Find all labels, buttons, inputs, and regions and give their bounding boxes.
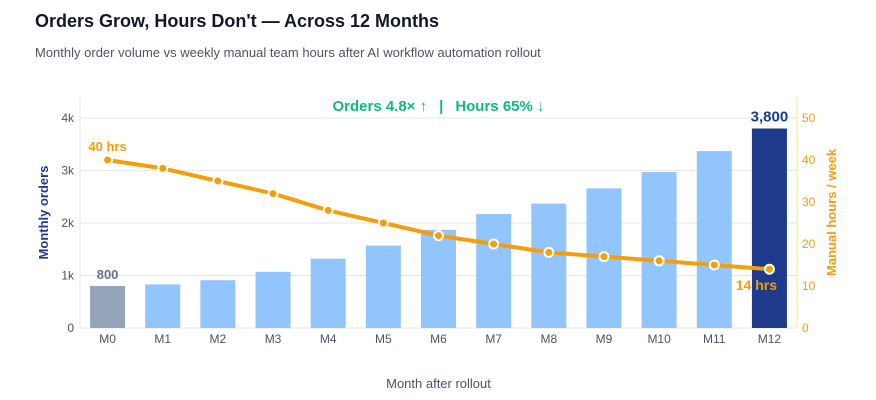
x-tick-label: M1 [154, 332, 171, 346]
y-tick-label: 3k [61, 164, 75, 178]
y-tick-label: 2k [61, 216, 75, 230]
bar [476, 214, 512, 328]
x-tick-label: M9 [596, 332, 613, 346]
headline-annotation: Orders 4.8× ↑ | Hours 65% ↓ [332, 98, 544, 115]
first-line-value-label: 40 hrs [88, 139, 126, 154]
x-tick-label: M3 [265, 332, 282, 346]
x-axis-title: Month after rollout [386, 376, 491, 391]
hours-point [102, 154, 114, 166]
bar [641, 172, 677, 328]
headline-hours: Hours 65% ↓ [455, 98, 544, 115]
chart-title: Orders Grow, Hours Don't — Across 12 Mon… [35, 11, 440, 31]
bar [365, 245, 401, 328]
hours-point [598, 251, 610, 263]
x-tick-label: M5 [375, 332, 392, 346]
y-axis-title: Monthly orders [36, 166, 51, 260]
chart-subtitle: Monthly order volume vs weekly manual te… [35, 45, 541, 60]
hours-point [543, 246, 555, 258]
y2-tick-label: 20 [802, 237, 816, 251]
y-tick-label: 4k [61, 111, 75, 125]
y2-axis-title: Manual hours / week [824, 148, 839, 276]
bar [421, 229, 456, 328]
bar [145, 284, 181, 328]
y2-tick-label: 10 [802, 279, 816, 293]
x-tick-label: M10 [647, 332, 671, 346]
x-tick-label: M4 [320, 332, 337, 346]
x-tick-label: M7 [485, 332, 502, 346]
headline-orders: Orders 4.8× ↑ [332, 98, 427, 115]
hours-point [653, 255, 665, 267]
bar [90, 286, 126, 328]
bar [200, 280, 236, 328]
hours-point [488, 238, 500, 250]
y2-tick-label: 40 [802, 153, 816, 167]
bar [310, 258, 346, 328]
hours-point [212, 175, 224, 187]
bar [531, 203, 567, 328]
hours-point [377, 217, 389, 229]
x-tick-label: M2 [210, 332, 227, 346]
bar [751, 128, 787, 328]
first-bar-value-label: 800 [97, 267, 119, 282]
x-tick-label: M12 [758, 332, 782, 346]
last-bar-value-label: 3,800 [751, 109, 789, 126]
x-tick-label: M8 [540, 332, 557, 346]
last-line-value-label: 14 hrs [736, 277, 777, 293]
headline-separator: | [439, 98, 443, 115]
x-tick-label: M6 [430, 332, 447, 346]
hours-point [322, 204, 334, 216]
bar [696, 151, 732, 328]
y-tick-label: 1k [61, 269, 75, 283]
x-tick-label: M0 [99, 332, 116, 346]
y2-tick-label: 30 [802, 195, 816, 209]
y2-tick-label: 0 [802, 321, 809, 335]
hours-point [763, 263, 775, 275]
y-tick-label: 0 [67, 321, 74, 335]
y2-tick-label: 50 [802, 111, 816, 125]
bar [255, 271, 291, 328]
hours-point [433, 230, 444, 242]
hours-point [157, 162, 169, 174]
hours-point [267, 188, 279, 200]
hours-point [708, 259, 720, 271]
x-tick-label: M11 [703, 332, 726, 346]
